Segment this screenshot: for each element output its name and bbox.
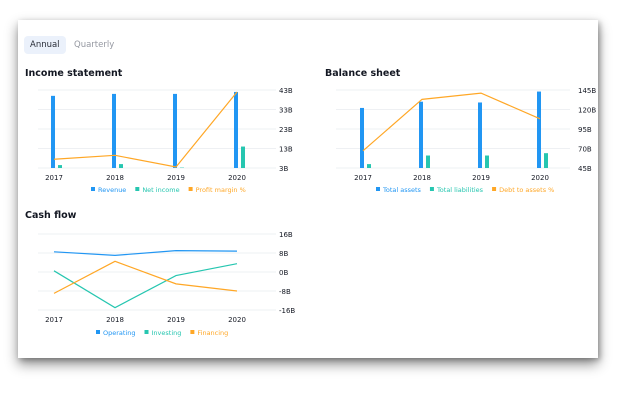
y-axis-tick-label: -8B [279, 288, 291, 296]
total-assets-bar[interactable] [360, 107, 364, 168]
financing-line[interactable] [53, 260, 238, 294]
x-axis-tick-label: 2019 [167, 174, 185, 182]
y-axis-tick-label: 120B [578, 107, 596, 115]
x-axis-tick-label: 2018 [106, 174, 124, 182]
legend-item-revenue[interactable]: Revenue [98, 186, 126, 194]
legend-swatch-icon [91, 187, 95, 191]
revenue-bar[interactable] [234, 91, 238, 168]
x-axis-tick-label: 2020 [531, 174, 549, 182]
cash-flow-chart: 16B 8B 0B -8B -16B 2017 2018 2019 2020 Operating I… [38, 231, 295, 337]
legend: Revenue Net income Profit margin % [91, 186, 246, 194]
legend-swatch-icon [190, 330, 195, 334]
y-axis-tick-label: 145B [578, 87, 596, 95]
total-assets-bar[interactable] [478, 102, 482, 168]
total-liabilities-bar[interactable] [485, 155, 489, 168]
legend-item-net-income[interactable]: Net income [142, 186, 179, 194]
total-liabilities-bar[interactable] [367, 164, 371, 168]
x-axis-tick-label: 2018 [106, 316, 124, 324]
net-income-bar[interactable] [241, 146, 245, 168]
y-axis-tick-label: 16B [279, 231, 293, 239]
legend-swatch-icon [135, 187, 140, 191]
x-axis-tick-label: 2019 [167, 316, 185, 324]
legend-item-debt-to-assets[interactable]: Debt to assets % [499, 186, 554, 194]
y-axis-tick-label: -16B [279, 307, 295, 315]
y-axis-tick-label: 8B [279, 250, 288, 258]
income-statement-title: Income statement [25, 68, 123, 79]
debt-to-assets-line[interactable] [362, 92, 541, 152]
y-axis-tick-label: 3B [279, 165, 288, 173]
income-statement-chart: 43B 33B 23B 13B 3B 2017 2018 2019 2020 Revenue Net… [38, 87, 293, 194]
y-axis-tick-label: 43B [279, 87, 293, 95]
y-axis-tick-label: 13B [279, 146, 293, 154]
y-axis-tick-label: 95B [578, 126, 592, 134]
total-liabilities-bar[interactable] [426, 155, 430, 168]
legend-swatch-icon [492, 187, 497, 191]
legend-item-financing[interactable]: Financing [197, 329, 228, 337]
balance-sheet-chart: 145B 120B 95B 70B 45B 2017 2018 2019 2020 Total a… [336, 87, 596, 194]
total-liabilities-bar[interactable] [544, 153, 548, 168]
legend-item-total-assets[interactable]: Total assets [382, 186, 422, 194]
legend-item-total-liabilities[interactable]: Total liabilities [436, 186, 484, 194]
financials-panel: Annual Quarterly Income statement 43B 33B… [18, 20, 598, 358]
x-axis-tick-label: 2018 [413, 174, 431, 182]
y-axis-tick-label: 23B [279, 126, 293, 134]
tab-quarterly[interactable]: Quarterly [74, 40, 115, 50]
legend-item-investing[interactable]: Investing [152, 329, 182, 337]
legend-swatch-icon [96, 330, 100, 334]
x-axis-tick-label: 2017 [45, 174, 63, 182]
net-income-bar[interactable] [58, 165, 62, 168]
revenue-bar[interactable] [112, 93, 116, 168]
x-axis-tick-label: 2017 [45, 316, 63, 324]
revenue-bar[interactable] [51, 95, 55, 168]
legend-swatch-icon [188, 187, 193, 191]
legend-swatch-icon [376, 187, 380, 191]
total-assets-bar[interactable] [419, 101, 423, 168]
y-axis-tick-label: 33B [279, 107, 293, 115]
y-axis-tick-label: 70B [578, 146, 592, 154]
cash-flow-title: Cash flow [25, 210, 77, 221]
x-axis-tick-label: 2020 [228, 316, 246, 324]
operating-line[interactable] [53, 250, 238, 256]
investing-line[interactable] [53, 263, 238, 309]
y-axis-tick-label: 45B [578, 165, 592, 173]
tab-annual[interactable]: Annual [24, 36, 66, 54]
net-income-bar[interactable] [119, 164, 123, 168]
legend-swatch-icon [429, 187, 434, 191]
legend-swatch-icon [144, 330, 149, 334]
x-axis-tick-label: 2019 [472, 174, 490, 182]
y-axis-tick-label: 0B [279, 269, 288, 277]
balance-sheet-title: Balance sheet [325, 68, 401, 79]
legend: Operating Investing Financing [96, 329, 228, 337]
legend-item-profit-margin[interactable]: Profit margin % [196, 186, 246, 194]
total-assets-bar[interactable] [537, 91, 541, 168]
x-axis-tick-label: 2020 [228, 174, 246, 182]
x-axis-tick-label: 2017 [354, 174, 372, 182]
legend-item-operating[interactable]: Operating [103, 329, 136, 337]
revenue-bar[interactable] [173, 93, 177, 168]
legend: Total assets Total liabilities Debt to ass… [376, 186, 554, 194]
profit-margin-line[interactable] [53, 91, 238, 168]
